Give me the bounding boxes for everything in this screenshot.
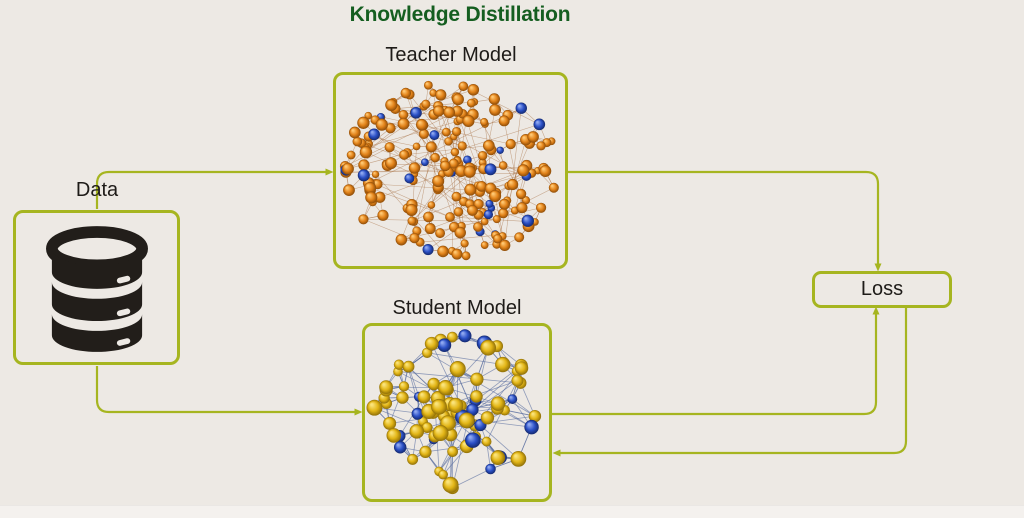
arrow-data-to-teacher	[95, 168, 334, 209]
arrow-data-to-student	[95, 366, 363, 416]
student-model-box	[362, 323, 552, 502]
arrow-loss-to-student	[552, 308, 908, 457]
student-model-label: Student Model	[392, 297, 522, 319]
bottom-strip	[0, 505, 1024, 518]
teacher-network-graph	[336, 76, 565, 265]
loss-label: Loss	[860, 278, 904, 300]
data-box	[13, 210, 180, 365]
loss-box: Loss	[812, 271, 952, 308]
teacher-model-label: Teacher Model	[385, 44, 517, 66]
arrow-teacher-to-loss	[568, 170, 882, 272]
data-label: Data	[75, 179, 119, 201]
database-icon	[45, 226, 148, 352]
teacher-model-box	[333, 72, 568, 269]
diagram-title: Knowledge Distillation	[349, 3, 571, 26]
student-network-graph	[365, 326, 549, 499]
arrow-student-to-loss	[552, 306, 880, 416]
